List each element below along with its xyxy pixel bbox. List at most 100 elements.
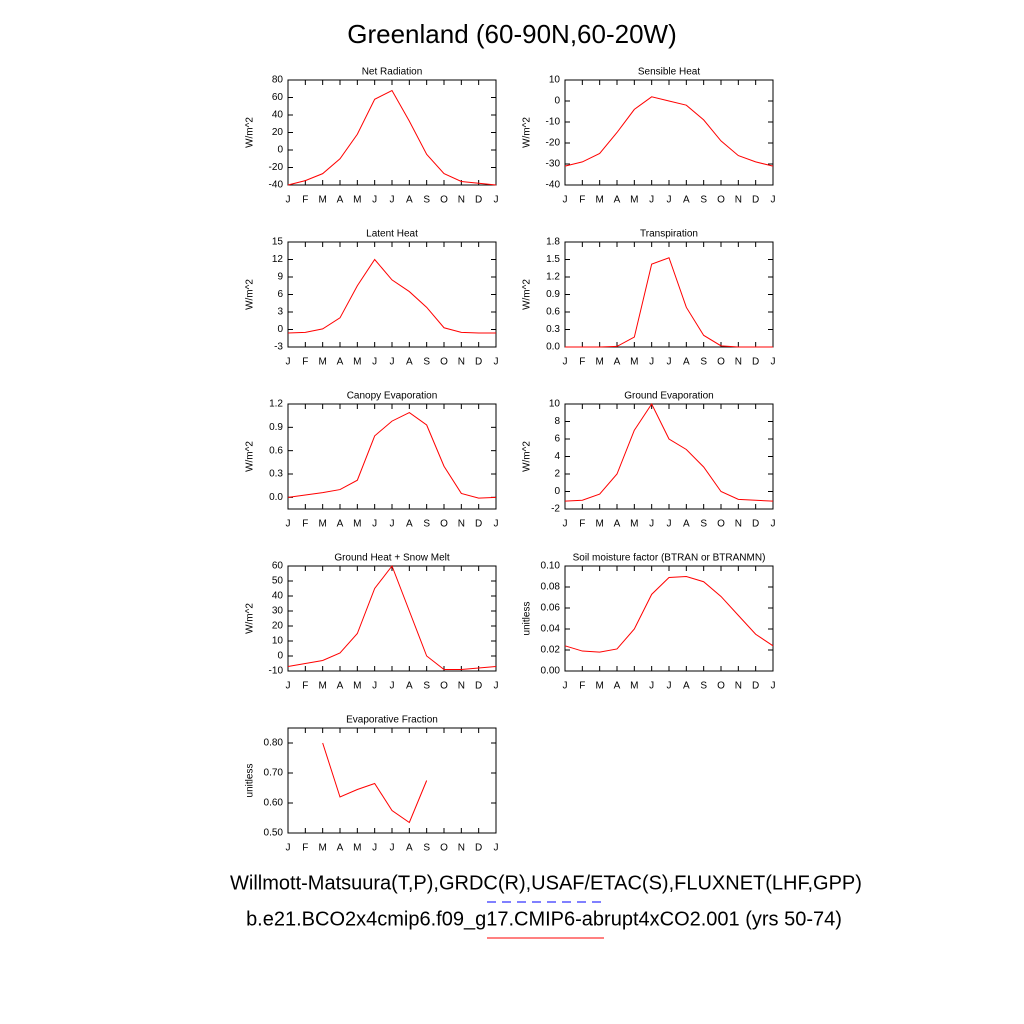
y-tick-label: 80 [272,75,284,86]
x-tick-label: M [595,519,603,530]
y-tick-label: 0.60 [264,798,284,809]
x-tick-label: S [423,357,430,368]
x-tick-label: N [458,843,465,854]
x-tick-label: A [614,195,621,206]
x-tick-label: O [440,681,448,692]
x-tick-label: F [579,357,585,368]
panel-title: Soil moisture factor (BTRAN or BTRANMN) [573,553,766,564]
x-tick-label: A [337,357,344,368]
x-tick-label: J [494,843,499,854]
y-tick-label: 0.3 [546,324,560,335]
y-axis-label: W/m^2 [245,117,256,148]
x-tick-label: J [494,357,499,368]
x-tick-label: D [752,195,759,206]
y-tick-label: 60 [272,92,284,103]
y-tick-label: 10 [549,75,561,86]
plot-frame [287,241,497,348]
x-tick-label: S [700,519,707,530]
x-tick-label: J [494,681,499,692]
y-tick-label: 30 [272,606,284,617]
y-tick-label: -2 [551,504,560,515]
y-tick-label: 60 [272,561,284,572]
x-tick-label: D [475,357,482,368]
figure-title: Greenland (60-90N,60-20W) [347,19,677,49]
x-tick-label: M [318,681,326,692]
x-tick-label: S [700,195,707,206]
plot-frame [564,403,774,510]
x-tick-label: O [717,195,725,206]
x-tick-label: A [337,519,344,530]
x-tick-label: M [318,519,326,530]
x-tick-label: A [614,519,621,530]
x-tick-label: D [475,195,482,206]
data-line [287,564,497,670]
y-tick-label: 0.6 [546,307,560,318]
x-tick-label: A [406,519,413,530]
x-tick-label: A [406,195,413,206]
data-line [322,742,428,824]
x-tick-label: S [423,843,430,854]
x-tick-label: F [579,681,585,692]
x-tick-label: J [563,195,568,206]
y-tick-label: 50 [272,576,284,587]
x-tick-label: J [649,357,654,368]
x-tick-label: J [286,195,291,206]
x-tick-label: M [353,843,361,854]
x-tick-label: D [752,681,759,692]
panel-title: Net Radiation [362,67,423,78]
x-tick-label: O [440,357,448,368]
x-tick-label: J [667,357,672,368]
x-tick-label: S [423,519,430,530]
x-tick-label: F [579,519,585,530]
x-tick-label: F [302,843,308,854]
x-tick-label: O [440,519,448,530]
x-tick-label: D [475,843,482,854]
y-tick-label: 0.06 [541,603,561,614]
x-tick-label: J [286,519,291,530]
y-tick-label: 10 [549,399,561,410]
x-tick-label: M [353,681,361,692]
x-tick-label: N [735,681,742,692]
y-tick-label: 0.80 [264,738,284,749]
x-tick-label: M [318,357,326,368]
y-axis-label: unitless [245,764,256,798]
y-tick-label: -40 [269,180,284,191]
x-tick-label: M [353,519,361,530]
y-tick-label: -30 [546,159,561,170]
y-tick-label: 10 [272,636,284,647]
y-tick-label: 0.10 [541,561,561,572]
x-tick-label: J [372,195,377,206]
y-tick-label: 1.2 [546,272,560,283]
x-tick-label: S [423,681,430,692]
panel-title: Canopy Evaporation [347,391,438,402]
x-tick-label: N [735,357,742,368]
legend-label: b.e21.BCO2x4cmip6.f09_g17.CMIP6-abrupt4x… [246,908,842,930]
plot-frame [564,79,774,186]
plot-frame [287,565,497,672]
x-tick-label: D [752,519,759,530]
y-tick-label: -20 [269,162,284,173]
y-tick-label: 3 [277,307,283,318]
x-tick-label: A [614,681,621,692]
y-tick-label: 1.8 [546,237,560,248]
y-tick-label: -3 [274,342,283,353]
y-axis-label: W/m^2 [245,603,256,634]
x-tick-label: J [771,681,776,692]
y-tick-label: 1.2 [269,399,283,410]
x-tick-label: J [372,519,377,530]
panel-title: Ground Evaporation [624,391,714,402]
y-tick-label: 0 [277,651,283,662]
x-tick-label: J [667,681,672,692]
y-axis-label: W/m^2 [245,279,256,310]
x-tick-label: F [302,681,308,692]
x-tick-label: M [353,195,361,206]
x-tick-label: J [563,357,568,368]
x-tick-label: A [406,681,413,692]
x-tick-label: J [563,519,568,530]
y-tick-label: 15 [272,237,284,248]
legend-label: Willmott-Matsuura(T,P),GRDC(R),USAF/ETAC… [230,872,862,894]
x-tick-label: J [390,519,395,530]
y-tick-label: 0.02 [541,645,561,656]
x-tick-label: D [475,681,482,692]
